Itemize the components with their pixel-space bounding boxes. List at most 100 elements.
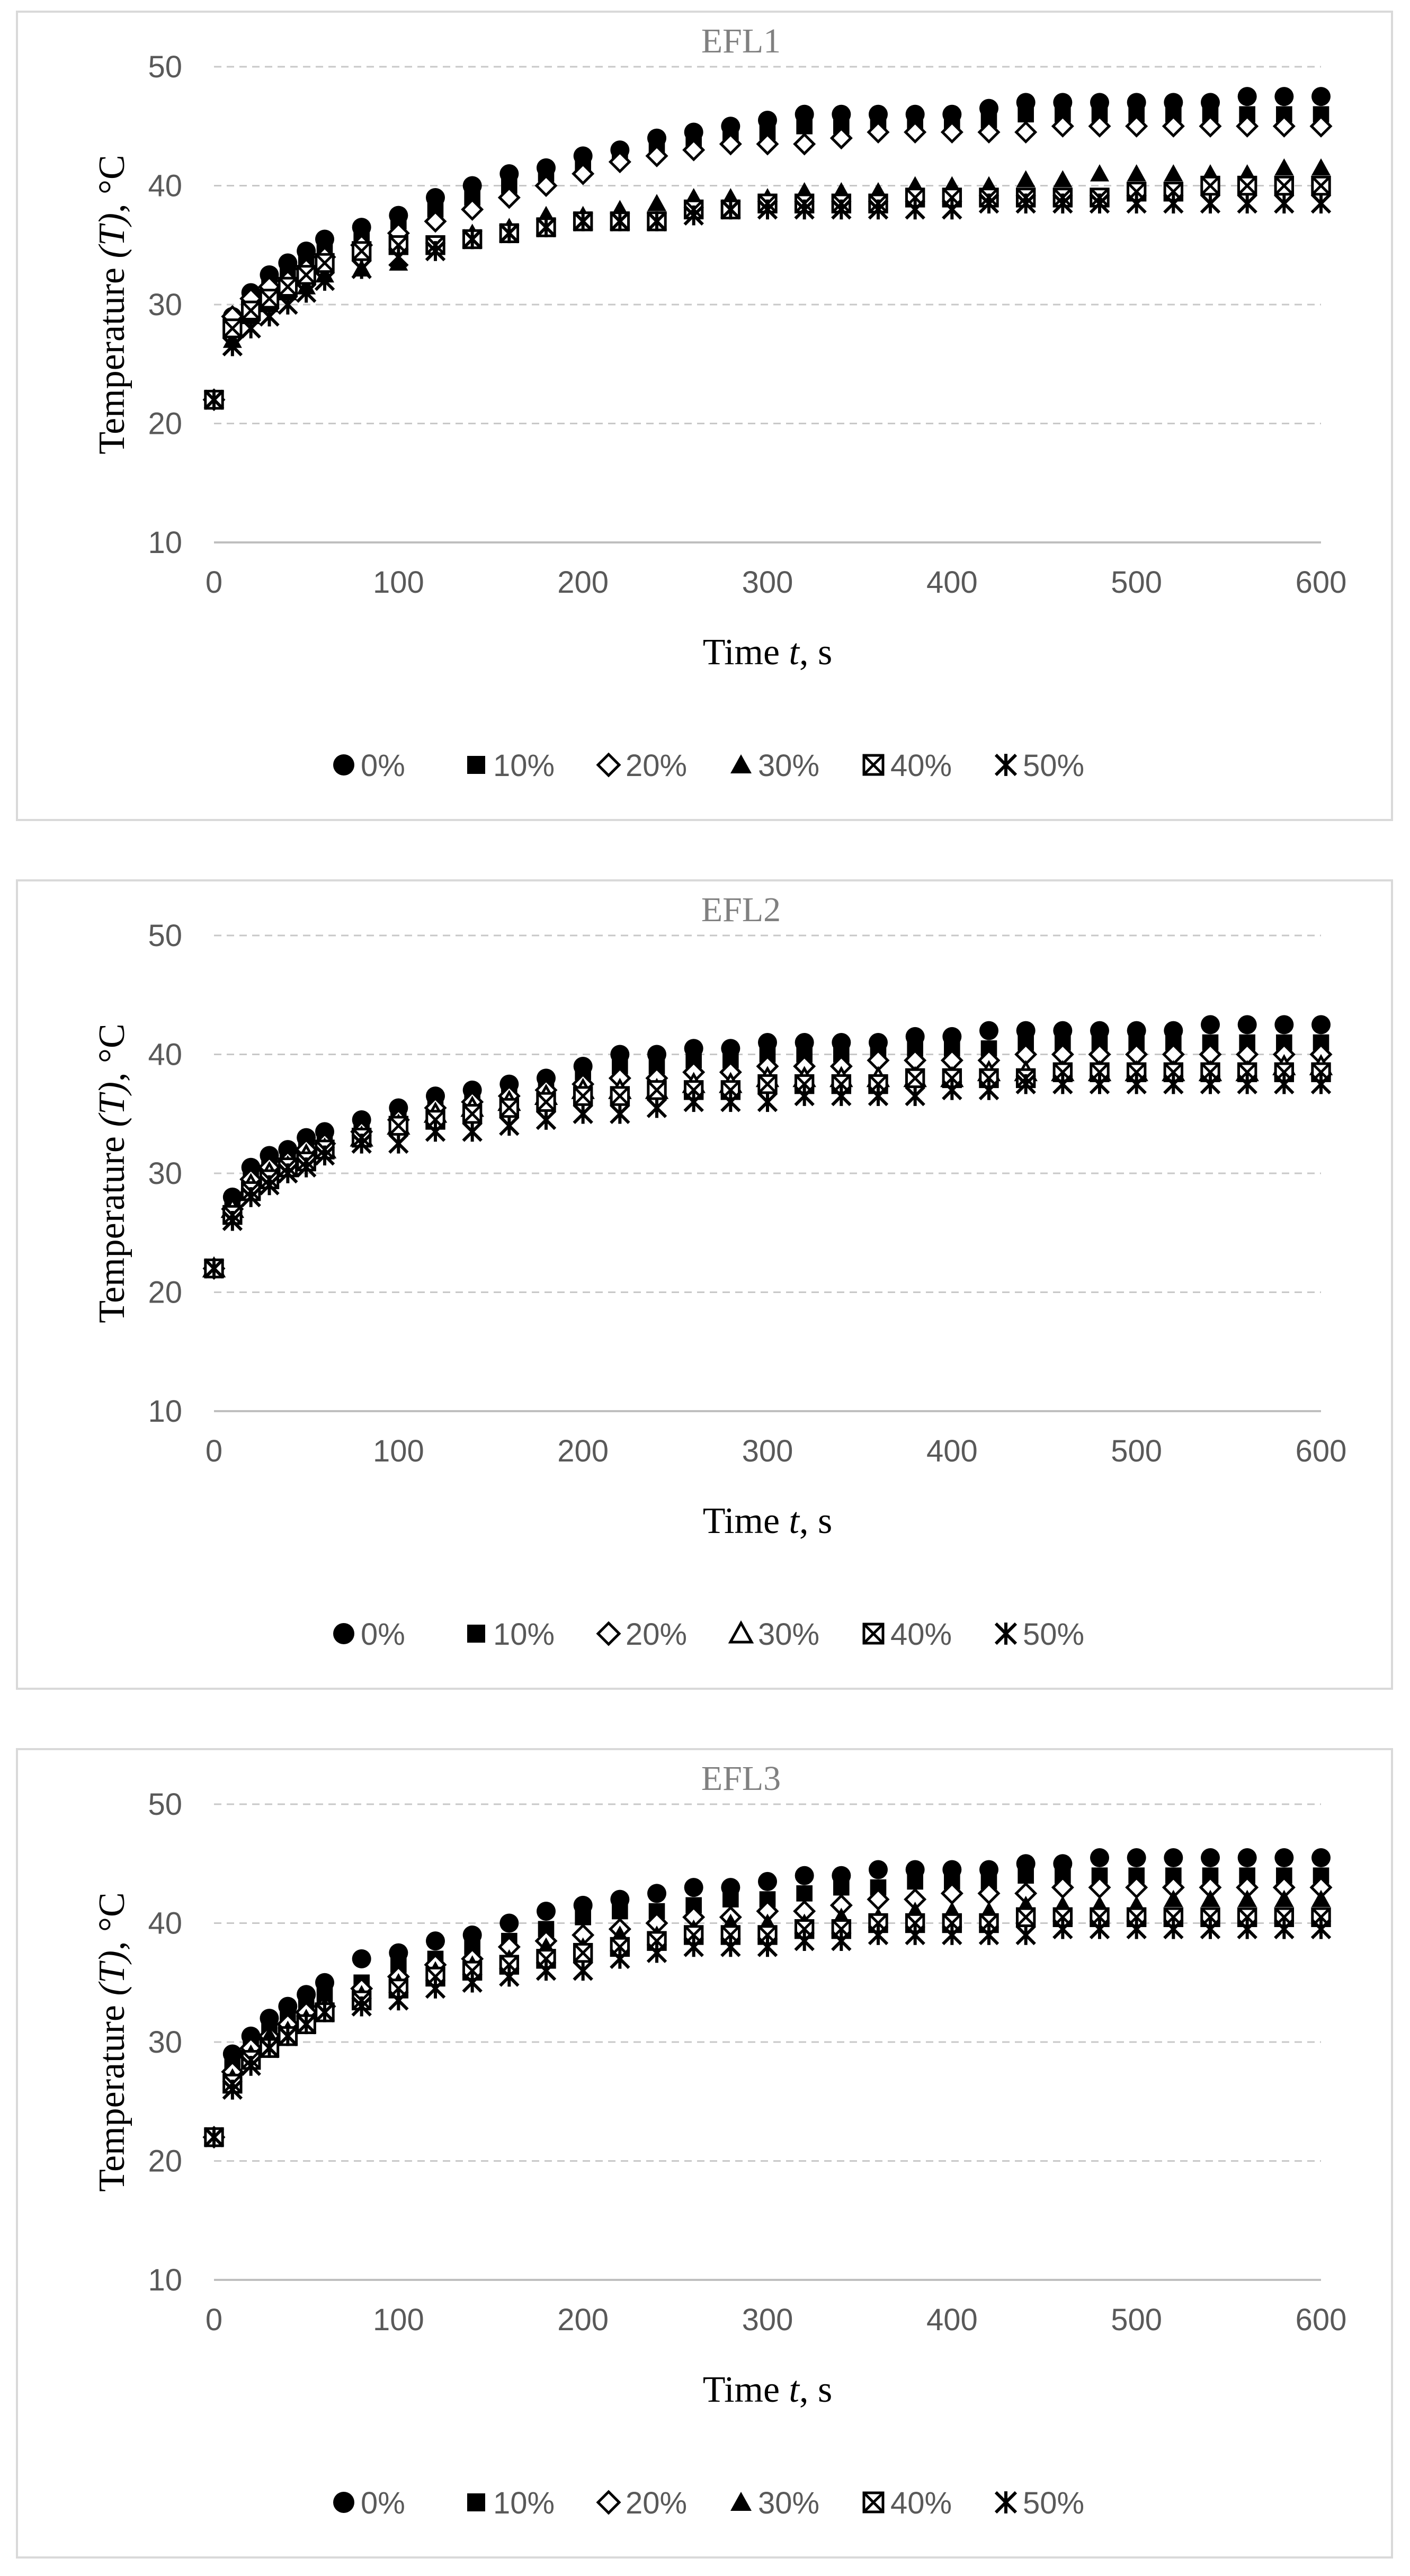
legend-label: 30% xyxy=(758,2486,819,2520)
data-point xyxy=(351,241,372,261)
data-point xyxy=(1311,1889,1331,1907)
data-point xyxy=(794,199,815,220)
data-point xyxy=(1088,114,1111,138)
data-point xyxy=(536,1092,556,1112)
data-point xyxy=(720,1937,741,1957)
legend-marker xyxy=(333,1623,354,1644)
data-point xyxy=(462,1104,483,1124)
data-point xyxy=(647,194,666,211)
chart-panel-efl2: 10 20 30 40 50 0 100 200 300 400 500 600 Temperature… xyxy=(16,879,1393,1690)
legend-marker xyxy=(467,2493,485,2511)
y-axis-title-unit: , °C xyxy=(92,1892,132,1950)
legend-label: 20% xyxy=(626,748,687,783)
data-point xyxy=(388,1133,409,1154)
data-point xyxy=(796,1885,813,1902)
legend-item: 0% xyxy=(333,2486,405,2520)
x-axis-title-unit: , s xyxy=(799,2369,832,2410)
data-point xyxy=(1052,1919,1073,1939)
y-axis-title: Temperature (T), °C xyxy=(92,155,132,454)
y-axis-title-prefix: Temperature xyxy=(92,259,132,454)
data-point xyxy=(1164,1889,1183,1907)
data-point xyxy=(757,199,778,220)
legend-label: 50% xyxy=(1023,2486,1084,2520)
data-point xyxy=(1015,1924,1036,1946)
data-point xyxy=(1310,193,1332,214)
data-point xyxy=(1200,1919,1221,1939)
data-point xyxy=(1127,164,1146,182)
data-point xyxy=(1310,1919,1332,1939)
data-point xyxy=(720,1092,741,1112)
y-tick-label: 40 xyxy=(148,1038,182,1072)
y-axis-title: Temperature (T), °C xyxy=(92,1892,132,2191)
data-point xyxy=(1274,87,1294,106)
legend: 0% 10% 20% 30% 40% 50% xyxy=(333,748,1084,783)
data-point xyxy=(1274,175,1295,196)
data-point xyxy=(462,1972,483,1993)
gridlines xyxy=(214,1803,1321,2162)
data-point xyxy=(425,1978,446,1999)
data-point xyxy=(720,199,741,220)
legend-marker xyxy=(596,752,621,778)
data-point xyxy=(683,1092,704,1112)
data-point xyxy=(867,120,890,144)
data-point xyxy=(905,1068,925,1089)
data-point xyxy=(351,1996,372,2017)
y-tick-label: 10 xyxy=(148,525,182,560)
data-point xyxy=(1309,114,1333,138)
data-point xyxy=(979,1021,998,1040)
x-tick-label: 400 xyxy=(926,2303,978,2337)
legend-item: 40% xyxy=(862,748,952,783)
data-point xyxy=(868,1924,889,1946)
data-point xyxy=(1200,175,1220,196)
x-tick-label: 600 xyxy=(1296,2303,1347,2337)
data-point xyxy=(645,144,668,167)
chart-panel-efl1: 10 20 30 40 50 0 100 200 300 400 500 600 Temperature… xyxy=(16,11,1393,821)
legend-item: 20% xyxy=(596,1617,687,1652)
data-point xyxy=(424,210,447,233)
data-point xyxy=(1201,1848,1220,1868)
data-point xyxy=(904,120,927,144)
data-point xyxy=(499,1098,520,1118)
data-point xyxy=(462,229,483,249)
legend-marker xyxy=(730,754,752,773)
data-point xyxy=(1051,114,1074,138)
data-point xyxy=(425,1121,446,1142)
chart-title: EFL3 xyxy=(701,1759,781,1798)
data-point xyxy=(610,1086,630,1106)
x-tick-label: 300 xyxy=(742,1434,793,1468)
data-point xyxy=(278,1163,298,1184)
x-axis-title-variable: t xyxy=(789,1501,800,1541)
data-point xyxy=(1163,193,1184,214)
data-point xyxy=(1089,1919,1110,1939)
data-point xyxy=(1274,193,1295,214)
data-point xyxy=(352,1949,371,1968)
x-axis-title-unit: , s xyxy=(799,632,832,673)
data-point xyxy=(314,2002,335,2023)
series-50pct xyxy=(203,1074,1332,1279)
chart-title: EFL1 xyxy=(701,22,781,60)
legend-marker xyxy=(333,754,354,776)
data-point xyxy=(1199,114,1222,138)
data-point xyxy=(905,1085,925,1107)
data-point xyxy=(296,282,317,303)
data-point xyxy=(1164,1848,1183,1868)
data-point xyxy=(1053,170,1073,188)
x-axis-title-unit: , s xyxy=(799,1501,832,1541)
legend-marker xyxy=(994,1622,1018,1645)
data-point xyxy=(240,300,261,320)
data-point xyxy=(1015,1907,1036,1927)
x-tick-label: 300 xyxy=(742,565,793,600)
legend-marker xyxy=(596,2490,621,2515)
gridlines xyxy=(214,934,1321,1293)
data-point xyxy=(1274,1015,1294,1035)
data-point xyxy=(869,1860,888,1879)
data-point xyxy=(1237,193,1257,214)
legend-label: 0% xyxy=(361,1617,405,1652)
y-axis-title-unit: , °C xyxy=(92,155,132,213)
data-point xyxy=(296,1157,317,1178)
data-point xyxy=(831,1930,852,1951)
data-point xyxy=(1015,1074,1036,1094)
data-point xyxy=(573,1942,593,1963)
